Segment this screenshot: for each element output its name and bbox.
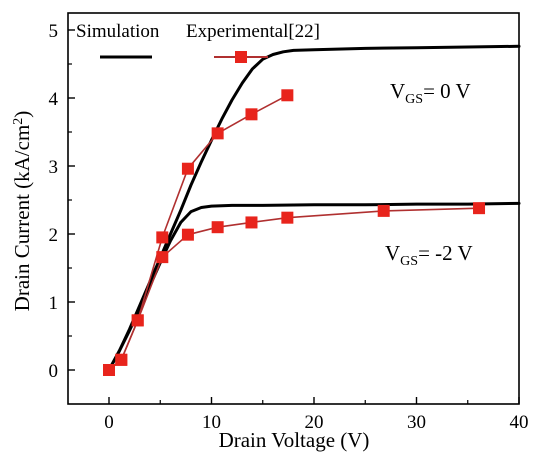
y-tick-label: 0	[49, 361, 59, 382]
x-tick-label: 0	[104, 412, 114, 433]
x-tick-label: 20	[305, 412, 324, 433]
experimental-marker	[181, 162, 194, 175]
legend-label-simulation: Simulation	[76, 21, 160, 42]
x-tick-label: 10	[202, 412, 221, 433]
annotation-vgs-0: VGS= 0 V	[390, 79, 471, 107]
series-markers	[103, 89, 486, 376]
x-tick-label: 40	[510, 412, 529, 433]
legend: Simulation Experimental[22]	[76, 21, 320, 63]
legend-experimental-marker	[235, 51, 247, 63]
y-tick-label: 5	[49, 21, 59, 42]
plot-frame	[67, 12, 520, 405]
experimental-marker	[103, 364, 115, 376]
experimental-curve-vgs--2	[108, 207, 480, 371]
x-axis-ticks: 0 10 20 30 40	[104, 397, 529, 433]
experimental-marker	[281, 211, 294, 224]
y-tick-label: 2	[49, 225, 59, 246]
experimental-marker	[473, 202, 486, 215]
experimental-marker	[181, 228, 194, 241]
experimental-marker	[245, 108, 258, 121]
y-tick-label: 4	[49, 89, 59, 110]
experimental-marker	[281, 89, 294, 102]
experimental-marker	[211, 221, 224, 234]
experimental-marker	[245, 216, 258, 229]
experimental-marker	[115, 353, 128, 366]
experimental-marker	[156, 251, 169, 264]
experimental-marker	[377, 204, 390, 217]
series-lines	[107, 44, 521, 372]
y-axis-ticks: 0 1 2 3 4 5	[49, 21, 75, 382]
annotation-vgs-minus2: VGS= -2 V	[385, 241, 473, 269]
legend-label-experimental: Experimental[22]	[186, 21, 320, 42]
simulation-curve-vgs--2	[107, 201, 521, 372]
experimental-marker	[211, 127, 224, 140]
experimental-marker	[131, 314, 144, 327]
y-tick-label: 3	[49, 157, 59, 178]
y-axis-label: Drain Current (kA/cm2)	[10, 111, 34, 312]
x-tick-label: 30	[407, 412, 426, 433]
experimental-marker	[156, 231, 169, 244]
y-tick-label: 1	[49, 293, 59, 314]
x-axis-label: Drain Voltage (V)	[219, 428, 370, 452]
